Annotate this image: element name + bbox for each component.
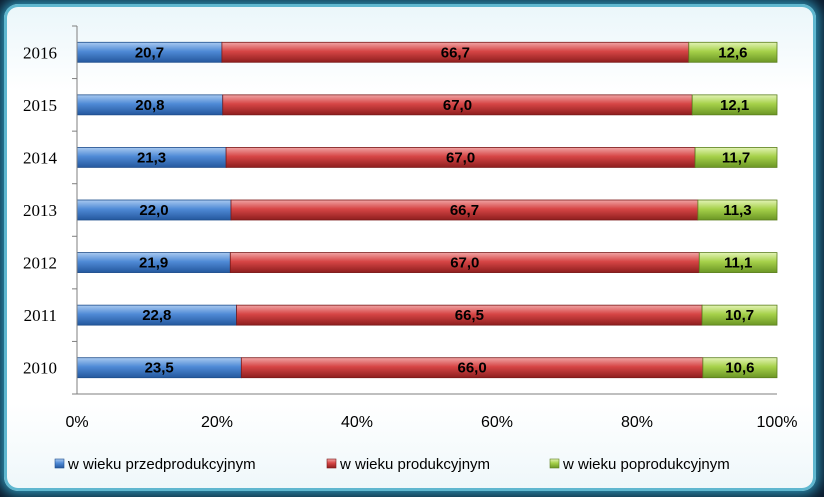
legend-swatch [54,458,65,469]
data-label: 22,0 [139,202,168,219]
data-label: 20,7 [135,44,164,61]
data-label: 22,8 [142,307,171,324]
x-tick-label: 40% [341,414,373,431]
x-tick-label: 0% [65,414,88,431]
data-label: 10,7 [725,307,754,324]
bar-w-wieku-poprodukcyjnym-2011 [701,304,778,326]
data-label: 12,1 [720,97,749,114]
x-tick-label: 20% [201,414,233,431]
legend-swatch [326,458,337,469]
y-tick-label: 2011 [24,306,57,325]
data-label: 10,6 [725,360,754,377]
data-label: 67,0 [446,149,475,166]
data-label: 66,5 [455,307,484,324]
data-label: 11,1 [724,255,752,272]
data-label: 21,3 [137,149,166,166]
bar-w-wieku-poprodukcyjnym-2013 [697,199,778,221]
y-tick-label: 2013 [23,201,57,220]
data-label: 67,0 [443,97,472,114]
legend-label: w wieku produkcyjnym [339,456,490,473]
bar-w-wieku-poprodukcyjnym-2015 [691,94,778,116]
chart-frame [4,4,816,491]
y-tick-label: 2012 [23,254,57,273]
bar-w-wieku-poprodukcyjnym-2016 [688,41,778,63]
legend-label: w wieku poprodukcyjnym [562,456,730,473]
data-label: 23,5 [145,360,174,377]
y-tick-label: 2010 [23,359,57,378]
y-tick-label: 2015 [23,96,57,115]
data-label: 66,7 [450,202,479,219]
y-tick-label: 2016 [23,43,57,62]
data-label: 66,0 [458,360,487,377]
data-label: 12,6 [718,44,747,61]
y-tick-label: 2014 [23,148,58,167]
x-tick-label: 60% [481,414,513,431]
data-label: 11,3 [723,202,751,219]
legend-label: w wieku przedprodukcyjnym [67,456,256,473]
data-label: 20,8 [135,97,164,114]
legend-swatch [549,458,560,469]
data-label: 66,7 [441,44,470,61]
x-tick-label: 80% [621,414,653,431]
data-label: 21,9 [139,255,168,272]
x-tick-label: 100% [757,414,798,431]
data-label: 67,0 [450,255,479,272]
bar-w-wieku-poprodukcyjnym-2014 [694,147,778,168]
bar-w-wieku-poprodukcyjnym-2010 [702,357,778,379]
bar-w-wieku-poprodukcyjnym-2012 [698,252,778,273]
data-label: 11,7 [722,149,750,166]
